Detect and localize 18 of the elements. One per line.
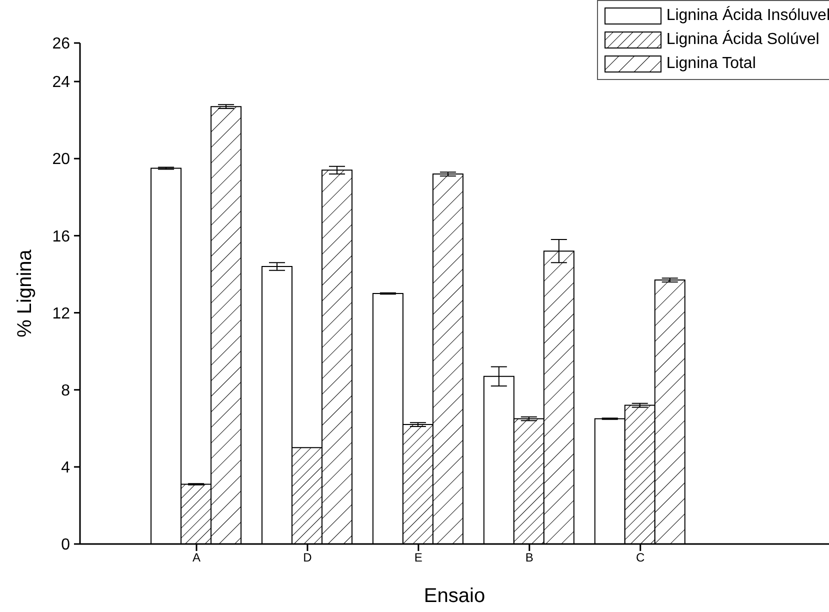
x-tick-label: B <box>525 550 534 565</box>
x-tick-label: E <box>414 550 422 565</box>
x-tick-label: A <box>192 550 201 565</box>
legend-label: Lignina Ácida Insóluvel <box>666 7 829 25</box>
y-tick-label: 26 <box>52 36 70 53</box>
y-tick-label: 0 <box>61 536 70 554</box>
y-tick-label: 12 <box>52 305 70 322</box>
y-tick-label: 20 <box>52 151 70 168</box>
y-tick-label: 24 <box>52 74 70 92</box>
x-tick-label: C <box>636 550 646 565</box>
y-tick-label: 8 <box>61 382 70 400</box>
legend-label: Lignina Total <box>666 55 756 73</box>
legend-label: Lignina Ácida Solúvel <box>666 31 820 49</box>
y-tick-label: 4 <box>61 460 70 477</box>
y-axis-title: % Lignina <box>14 248 36 338</box>
x-axis-title: Ensaio <box>424 585 486 607</box>
x-tick-label: D <box>303 550 312 565</box>
y-tick-label: 16 <box>52 228 70 246</box>
